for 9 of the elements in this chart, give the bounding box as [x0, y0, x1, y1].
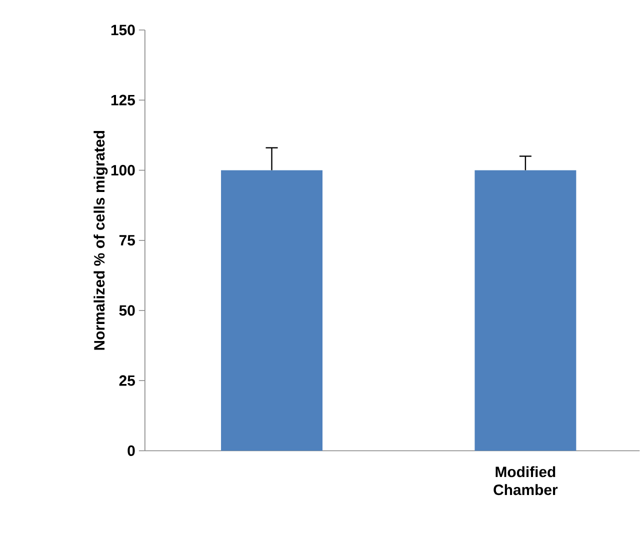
y-tick-label: 150 — [111, 24, 135, 36]
y-tick-label: 25 — [119, 375, 135, 386]
y-tick-label: 75 — [119, 235, 135, 246]
y-tick-label: 0 — [128, 446, 135, 456]
y-tick-label: 50 — [119, 305, 135, 316]
y-tick-label: 100 — [111, 165, 135, 176]
x-tick-label: Modified Chamber — [494, 466, 558, 496]
y-axis-title: Normalized % of cells migrated — [94, 131, 108, 350]
y-tick-label: 125 — [111, 94, 135, 106]
